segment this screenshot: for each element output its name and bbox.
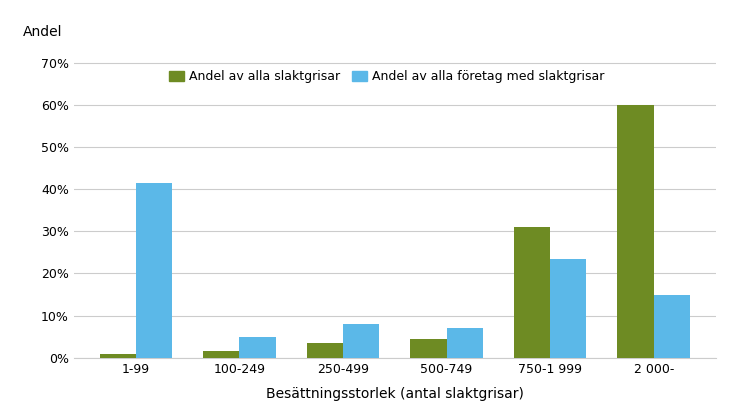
X-axis label: Besättningsstorlek (antal slaktgrisar): Besättningsstorlek (antal slaktgrisar): [266, 387, 524, 401]
Bar: [307, 343, 343, 358]
Bar: [240, 337, 276, 358]
Bar: [203, 352, 240, 358]
Bar: [410, 339, 446, 358]
Bar: [136, 183, 172, 358]
Bar: [446, 328, 483, 358]
Bar: [514, 227, 550, 358]
Bar: [100, 354, 136, 358]
Legend: Andel av alla slaktgrisar, Andel av alla företag med slaktgrisar: Andel av alla slaktgrisar, Andel av alla…: [164, 65, 610, 89]
Bar: [654, 295, 690, 358]
Bar: [618, 105, 654, 358]
Bar: [550, 259, 587, 358]
Text: Andel: Andel: [22, 25, 62, 39]
Bar: [343, 324, 379, 358]
